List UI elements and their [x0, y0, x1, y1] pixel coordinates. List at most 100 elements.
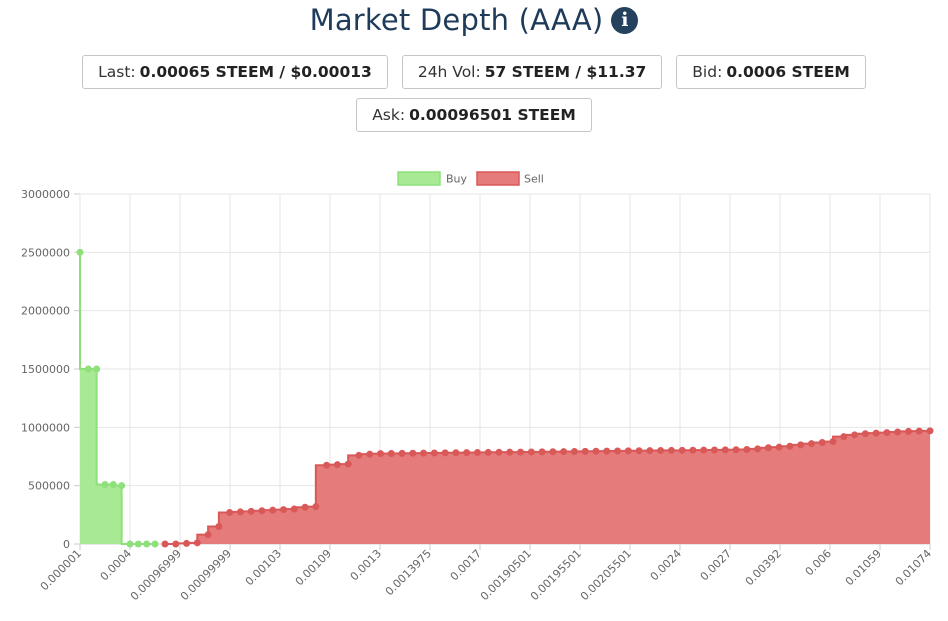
- sell-series-point: [797, 441, 805, 449]
- sell-series-point: [775, 443, 783, 451]
- stats-row-2: Ask: 0.00096501 STEEM: [0, 98, 948, 132]
- sell-series-point: [915, 427, 923, 435]
- x-tick-label: 0.00392: [743, 547, 784, 588]
- y-tick-label: 500000: [28, 480, 70, 493]
- x-tick-label: 0.00190501: [478, 547, 534, 603]
- sell-series-point: [290, 505, 298, 513]
- sell-series-area: [165, 430, 930, 544]
- x-tick-label: 0.00103: [243, 547, 284, 588]
- sell-series-point: [430, 449, 438, 457]
- buy-series-point: [76, 248, 84, 256]
- x-tick-label: 0.01059: [843, 547, 884, 588]
- buy-series-point: [126, 540, 134, 548]
- buy-series-point: [84, 365, 92, 373]
- sell-series-point: [560, 448, 568, 456]
- last-label: Last:: [98, 63, 136, 81]
- sell-series-point: [215, 523, 223, 530]
- sell-series-point: [807, 440, 815, 448]
- sell-series-point: [366, 450, 374, 458]
- sell-series-point: [193, 539, 201, 547]
- sell-series-point: [635, 447, 643, 455]
- last-value: 0.00065 STEEM / $0.00013: [139, 63, 372, 81]
- buy-series-point: [151, 540, 159, 548]
- buy-series-point: [93, 365, 101, 373]
- bid-box: Bid: 0.0006 STEEM: [676, 55, 866, 89]
- sell-series-point: [861, 430, 869, 438]
- sell-series-point: [764, 444, 772, 452]
- x-tick-label: 0.0027: [698, 547, 734, 583]
- sell-series-point: [495, 448, 503, 456]
- sell-series-point: [161, 540, 169, 548]
- x-tick-label: 0.00109: [293, 547, 334, 588]
- ask-label: Ask:: [372, 106, 406, 124]
- sell-series-point: [581, 447, 589, 455]
- buy-series-point: [109, 481, 117, 488]
- x-tick-label: 0.006: [803, 547, 834, 578]
- ask-value: 0.00096501 STEEM: [409, 106, 576, 124]
- sell-series-point: [754, 445, 762, 453]
- stats-row-1: Last: 0.00065 STEEM / $0.00013 24h Vol: …: [0, 55, 948, 89]
- sell-series-point: [549, 448, 557, 456]
- last-price-box: Last: 0.00065 STEEM / $0.00013: [82, 55, 388, 89]
- sell-series-point: [247, 507, 255, 515]
- y-tick-label: 0: [63, 538, 70, 551]
- sell-series-point: [387, 449, 395, 457]
- x-tick-label: 0.00205501: [578, 547, 634, 603]
- y-tick-label: 1500000: [21, 363, 70, 376]
- sell-series-point: [721, 446, 729, 454]
- volume-value: 57 STEEM / $11.37: [484, 63, 647, 81]
- sell-series-point: [732, 446, 740, 454]
- buy-series-point: [118, 482, 126, 490]
- sell-series-point: [441, 449, 449, 457]
- sell-series-point: [840, 433, 848, 441]
- sell-series-point: [894, 428, 902, 436]
- sell-series-point: [236, 508, 244, 516]
- sell-series-point: [312, 503, 320, 511]
- sell-series-point: [667, 446, 675, 454]
- buy-series-point: [101, 481, 109, 488]
- info-circle-icon[interactable]: i: [611, 6, 639, 34]
- sell-series-point: [204, 531, 212, 539]
- sell-series-point: [711, 446, 719, 454]
- sell-series-point: [527, 448, 535, 456]
- sell-series-point: [269, 506, 277, 514]
- sell-series-point: [280, 506, 288, 514]
- legend-sell-label: Sell: [524, 173, 544, 186]
- sell-series-point: [226, 509, 234, 516]
- sell-series-point: [829, 438, 837, 446]
- y-tick-label: 1000000: [21, 421, 70, 434]
- sell-series-point: [926, 427, 934, 435]
- x-tick-label: 0.00195501: [528, 547, 584, 603]
- sell-series-point: [355, 451, 363, 459]
- sell-series-point: [700, 446, 708, 454]
- x-tick-label: 0.0024: [648, 547, 684, 583]
- x-tick-label: 0.000001: [38, 547, 84, 593]
- sell-series-point: [517, 448, 525, 456]
- sell-series-point: [570, 447, 578, 455]
- y-tick-label: 2000000: [21, 305, 70, 318]
- sell-series-point: [484, 448, 492, 456]
- x-tick-label: 0.0017: [448, 547, 484, 583]
- y-tick-label: 2500000: [21, 246, 70, 259]
- ask-box: Ask: 0.00096501 STEEM: [356, 98, 592, 132]
- legend-buy-label: Buy: [446, 173, 468, 186]
- volume-label: 24h Vol:: [417, 63, 481, 81]
- x-tick-label: 0.00096999: [128, 547, 184, 603]
- sell-series-point: [398, 449, 406, 457]
- sell-series-point: [614, 447, 622, 455]
- sell-series-point: [323, 461, 331, 469]
- sell-series-point: [376, 450, 384, 458]
- buy-series-area: [80, 252, 155, 544]
- market-depth-chart: 0 500000 1000000 1500000 2000000 2500000 30000…: [21, 171, 934, 603]
- x-tick-label: 0.0013: [348, 547, 384, 583]
- x-tick-label: 0.01074: [893, 547, 934, 588]
- sell-series-point: [689, 446, 697, 454]
- sell-series-point: [538, 448, 546, 456]
- bid-label: Bid:: [692, 63, 723, 81]
- x-tick-label: 0.0013975: [383, 547, 434, 598]
- sell-series-point: [301, 503, 309, 511]
- sell-series-point: [786, 442, 794, 450]
- sell-series-point: [818, 439, 826, 446]
- sell-series-point: [463, 449, 471, 457]
- sell-series-point: [506, 448, 514, 456]
